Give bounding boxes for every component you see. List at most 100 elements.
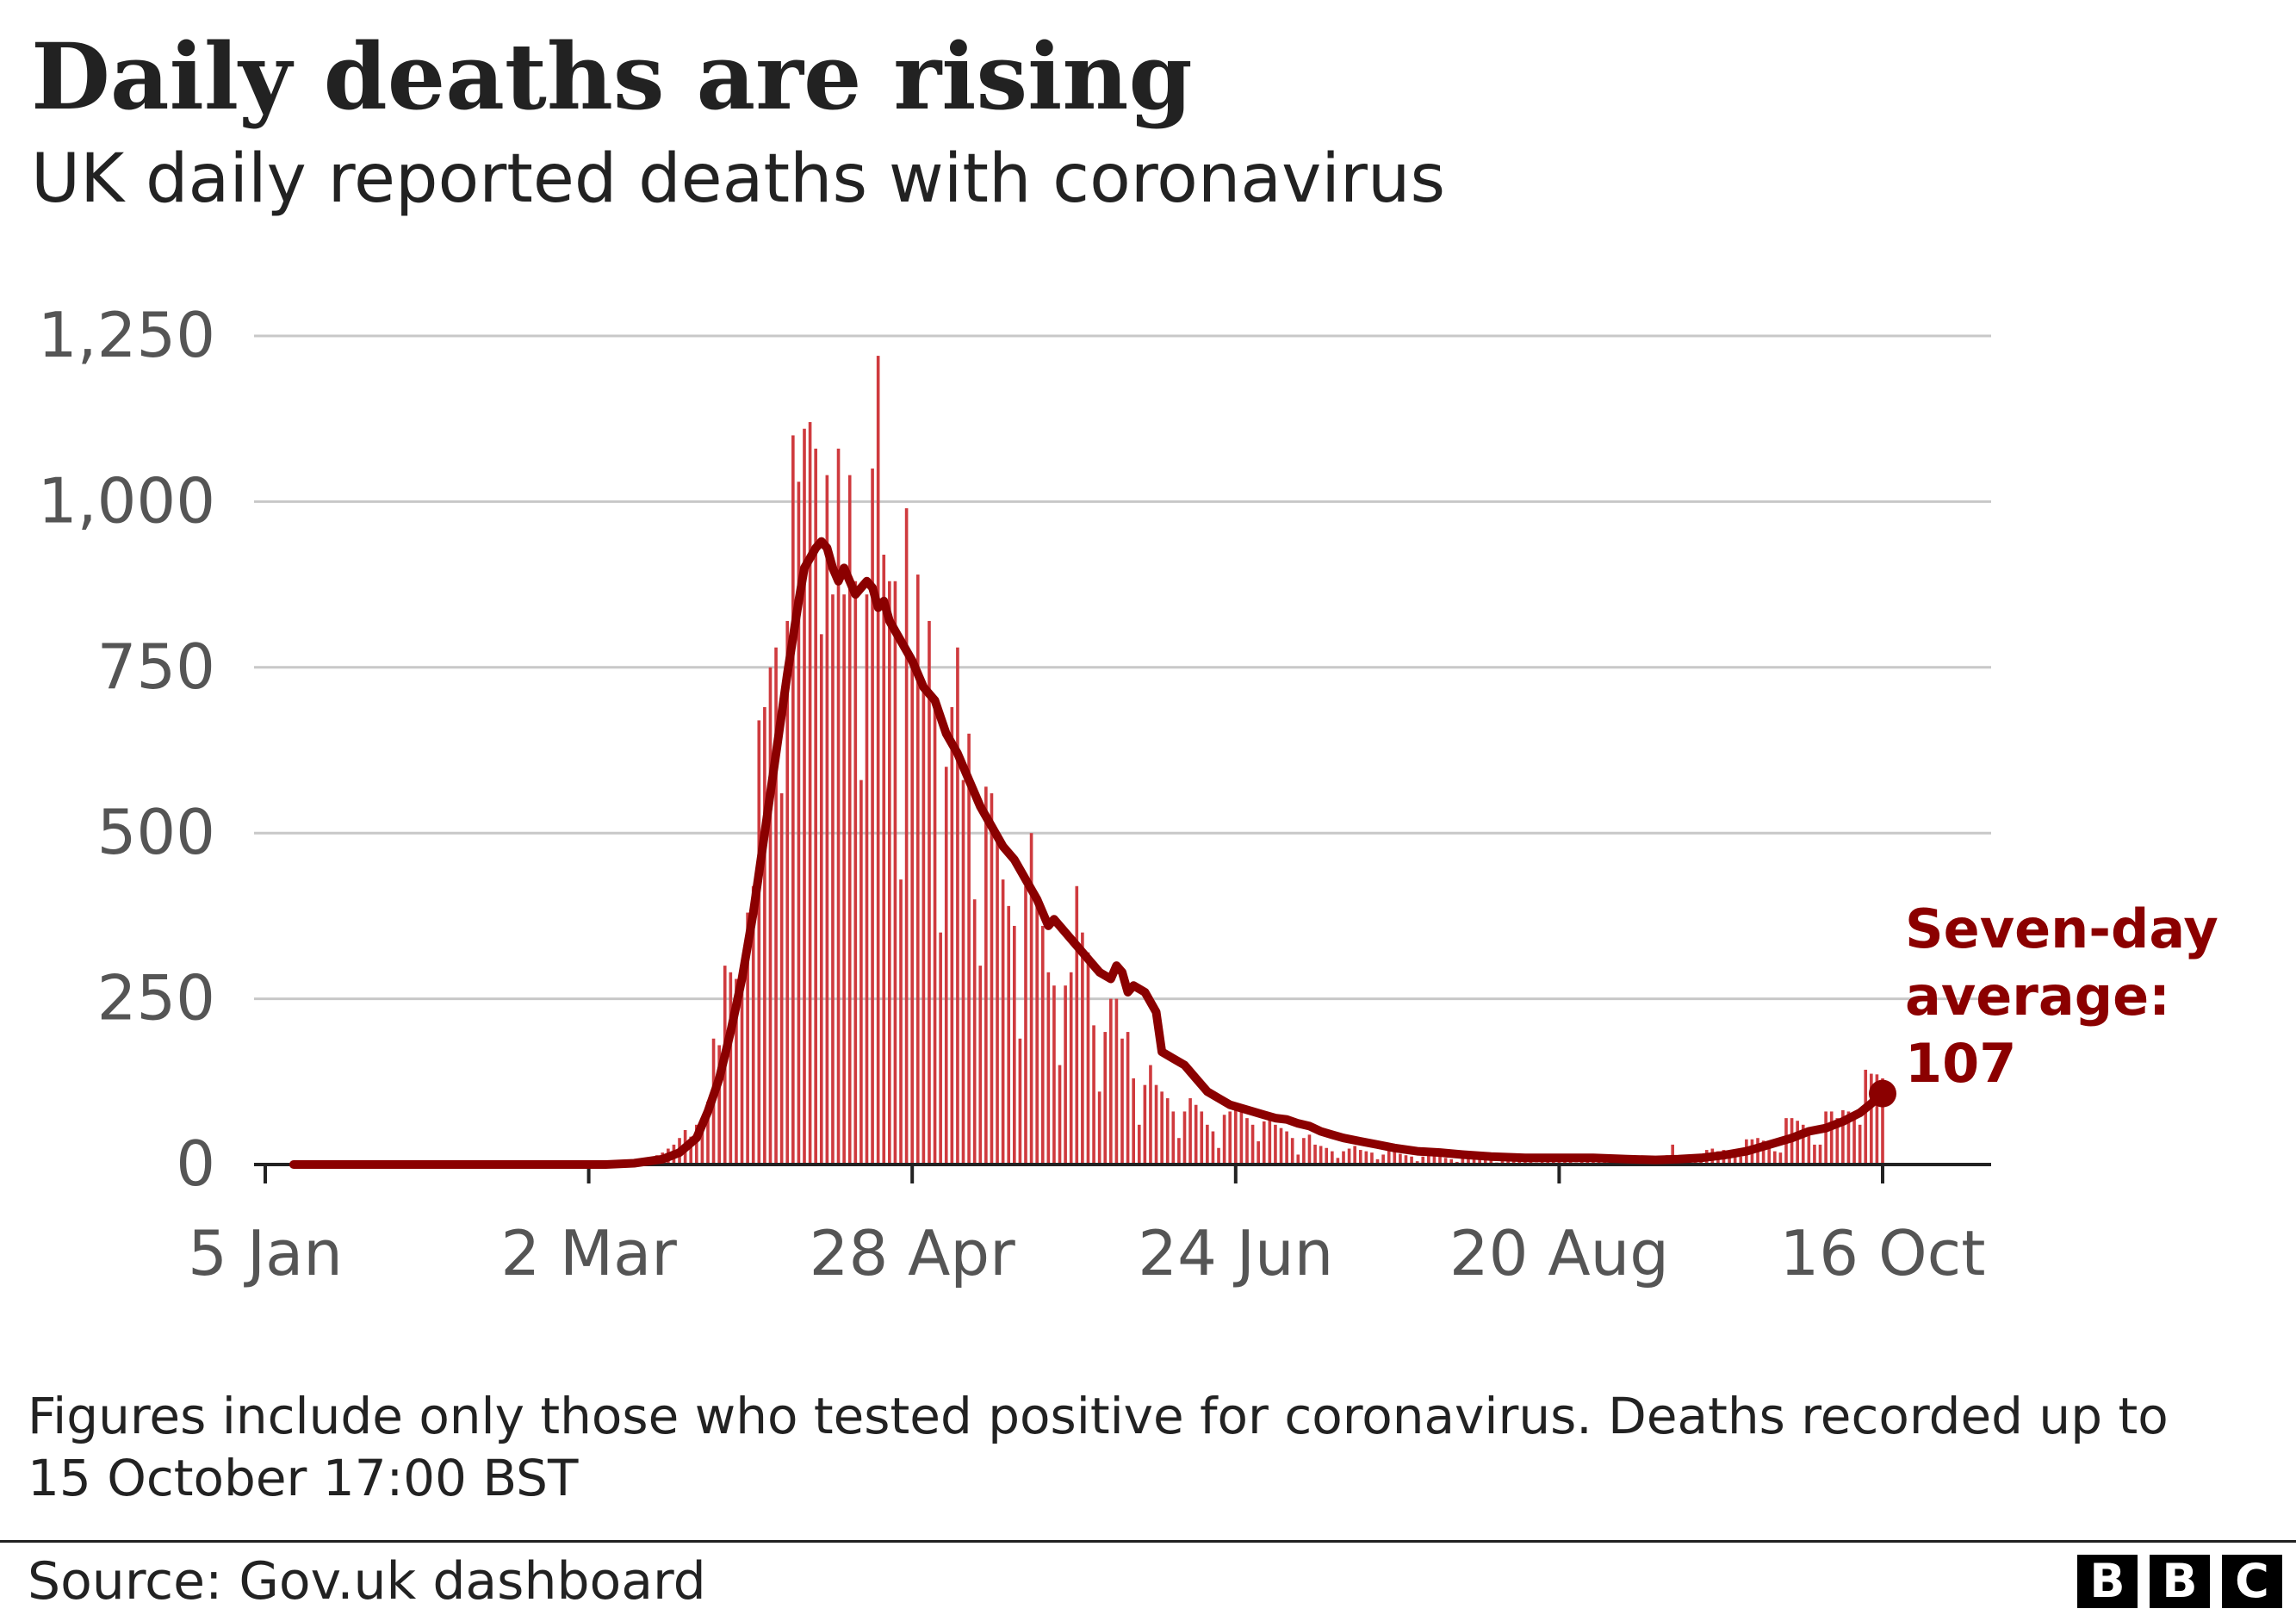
y-tick-label: 500 bbox=[97, 796, 215, 868]
daily-death-bar bbox=[1336, 1158, 1340, 1165]
daily-death-bar bbox=[1302, 1138, 1306, 1165]
daily-death-bar bbox=[836, 448, 841, 1165]
x-axis-tick-labels: 5 Jan 2 Mar 28 Apr 24 Jun 20 Aug 16 Oct bbox=[188, 1217, 1985, 1289]
y-tick-label: 0 bbox=[176, 1127, 215, 1200]
daily-death-bar bbox=[1449, 1158, 1454, 1165]
daily-death-bar bbox=[961, 780, 965, 1165]
daily-death-bar bbox=[1109, 998, 1113, 1165]
daily-death-bar bbox=[717, 1045, 721, 1165]
daily-death-bar bbox=[1568, 1159, 1573, 1165]
daily-death-bar bbox=[1733, 1156, 1737, 1165]
y-tick-label: 1,000 bbox=[38, 464, 215, 537]
daily-death-bar bbox=[1796, 1121, 1799, 1165]
daily-death-bar bbox=[939, 932, 942, 1165]
x-tick-label: 2 Mar bbox=[500, 1217, 677, 1289]
daily-death-bar bbox=[1801, 1124, 1805, 1165]
daily-death-bar bbox=[1375, 1158, 1380, 1165]
daily-death-bar bbox=[1404, 1155, 1408, 1165]
daily-death-bar bbox=[1040, 925, 1045, 1165]
daily-death-bar bbox=[1143, 1084, 1147, 1165]
y-axis-tick-labels: 0 250 500 750 1,000 1,250 bbox=[38, 299, 215, 1200]
daily-death-bar bbox=[746, 912, 749, 1165]
daily-death-bar bbox=[1472, 1156, 1476, 1165]
daily-death-bar bbox=[1165, 1098, 1170, 1165]
daily-death-bar bbox=[1478, 1158, 1481, 1165]
daily-death-bar bbox=[825, 475, 829, 1165]
daily-death-bar bbox=[1307, 1134, 1312, 1165]
daily-death-bar bbox=[1137, 1124, 1141, 1165]
chart-title: Daily deaths are rising bbox=[31, 22, 1193, 130]
daily-death-bar bbox=[1824, 1111, 1827, 1165]
daily-death-bar bbox=[1206, 1124, 1209, 1165]
daily-death-bar bbox=[1772, 1151, 1777, 1165]
daily-death-bar bbox=[1001, 879, 1005, 1165]
daily-death-bar bbox=[1358, 1150, 1362, 1165]
daily-death-bar bbox=[1086, 952, 1090, 1165]
daily-death-bar bbox=[1279, 1127, 1283, 1165]
daily-death-bar bbox=[922, 686, 926, 1165]
daily-death-bar bbox=[1245, 1118, 1249, 1165]
daily-death-bar bbox=[1075, 885, 1079, 1165]
daily-death-bar bbox=[1443, 1158, 1448, 1165]
daily-death-bar bbox=[1052, 985, 1056, 1165]
daily-death-bar bbox=[910, 661, 915, 1165]
daily-death-bar bbox=[847, 475, 852, 1165]
annotation-line-1: Seven-day bbox=[1905, 898, 2218, 960]
x-tick-label: 24 Jun bbox=[1138, 1217, 1333, 1289]
seven-day-average-annotation: Seven-day average: 107 bbox=[1905, 898, 2218, 1095]
bbc-logo-letter: B bbox=[2077, 1555, 2138, 1608]
daily-death-bar bbox=[689, 1136, 693, 1165]
daily-death-bar bbox=[757, 720, 761, 1165]
daily-death-bar bbox=[984, 786, 988, 1165]
daily-death-bar bbox=[888, 581, 891, 1165]
daily-death-bar bbox=[1097, 1091, 1101, 1165]
daily-death-bar bbox=[1835, 1118, 1840, 1165]
daily-death-bar bbox=[803, 428, 806, 1165]
daily-death-bar bbox=[1325, 1147, 1329, 1165]
daily-death-bar bbox=[859, 780, 863, 1165]
daily-death-bar bbox=[1029, 833, 1033, 1165]
daily-death-bar bbox=[1461, 1158, 1465, 1165]
daily-death-bar bbox=[1126, 1032, 1130, 1165]
seven-day-average-series bbox=[289, 537, 1896, 1169]
daily-death-bar bbox=[904, 508, 909, 1165]
daily-death-bar bbox=[785, 620, 790, 1165]
daily-death-bar bbox=[1347, 1148, 1351, 1165]
daily-death-bar bbox=[1364, 1151, 1368, 1165]
daily-death-bar bbox=[694, 1124, 698, 1165]
daily-death-bar bbox=[779, 793, 784, 1165]
daily-death-bar bbox=[1540, 1160, 1544, 1165]
daily-death-bar bbox=[1881, 1078, 1884, 1165]
daily-death-bar bbox=[1250, 1124, 1255, 1165]
daily-death-bar bbox=[1761, 1140, 1765, 1165]
daily-death-bar bbox=[1132, 1078, 1136, 1165]
daily-death-bar bbox=[944, 767, 948, 1165]
daily-death-bar bbox=[1353, 1146, 1356, 1165]
daily-death-bar bbox=[1529, 1160, 1533, 1165]
daily-death-bar bbox=[1818, 1144, 1822, 1165]
daily-death-bar bbox=[1154, 1084, 1158, 1165]
bbc-logo: B B C bbox=[2077, 1555, 2282, 1608]
daily-death-bar bbox=[774, 647, 778, 1165]
daily-death-bar bbox=[1194, 1104, 1198, 1165]
daily-death-bar bbox=[928, 620, 931, 1165]
daily-death-bar bbox=[1257, 1141, 1260, 1165]
daily-death-bar bbox=[978, 966, 983, 1165]
daily-death-bar bbox=[768, 667, 773, 1165]
daily-death-bar bbox=[899, 879, 903, 1165]
daily-death-bar bbox=[1846, 1111, 1851, 1165]
daily-death-bar bbox=[1274, 1124, 1277, 1165]
daily-death-bar bbox=[1483, 1158, 1487, 1165]
daily-death-bar bbox=[1421, 1156, 1425, 1165]
daily-death-bar bbox=[1427, 1155, 1430, 1165]
daily-death-bar bbox=[1739, 1156, 1743, 1165]
daily-death-bar bbox=[1432, 1155, 1437, 1165]
daily-death-bar bbox=[1370, 1152, 1374, 1165]
annotation-line-3: 107 bbox=[1905, 1032, 2016, 1095]
daily-death-bar bbox=[831, 594, 835, 1165]
daily-death-bar bbox=[996, 833, 999, 1165]
daily-death-bar bbox=[915, 575, 920, 1165]
daily-death-bar bbox=[1012, 925, 1016, 1165]
daily-death-bar bbox=[1500, 1158, 1505, 1165]
daily-death-bar bbox=[1222, 1115, 1226, 1165]
